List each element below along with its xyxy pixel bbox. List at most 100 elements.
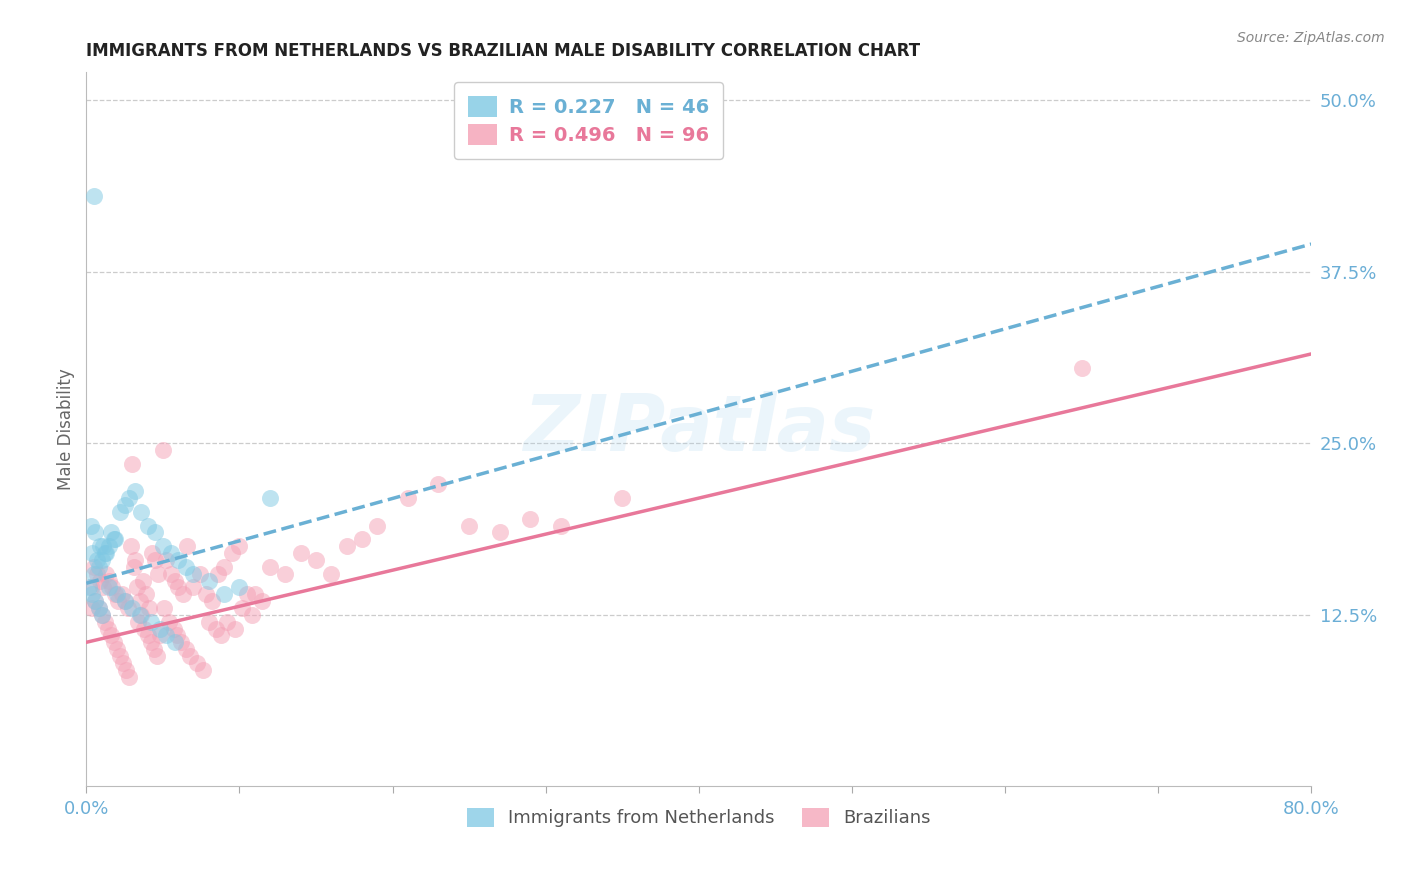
Point [221,546,243,560]
Point [290,546,312,560]
Point [194,587,217,601]
Point [135,587,157,601]
Point [82,546,104,560]
Point [153,601,176,615]
Point [458,518,481,533]
Point [86,553,108,567]
Point [80,518,103,533]
Point [166,628,188,642]
Point [83,566,105,581]
Point [148,566,170,581]
Point [139,615,162,629]
Point [104,533,127,547]
Point [519,512,541,526]
Point [396,491,419,505]
Point [114,594,136,608]
Point [107,594,129,608]
Point [152,539,174,553]
Point [117,601,139,615]
Point [228,580,250,594]
Point [143,553,166,567]
Point [127,615,149,629]
Point [174,642,197,657]
Point [139,635,162,649]
Point [191,663,214,677]
Point [90,553,112,567]
Text: Source: ZipAtlas.com: Source: ZipAtlas.com [1237,31,1385,45]
Point [124,553,146,567]
Point [84,594,107,608]
Point [100,628,122,642]
Point [124,484,146,499]
Point [167,553,190,567]
Point [212,587,235,601]
Point [104,587,127,601]
Point [550,518,572,533]
Point [136,518,159,533]
Point [100,525,122,540]
Point [165,635,187,649]
Point [612,491,634,505]
Point [98,539,121,553]
Point [231,601,253,615]
Point [212,559,235,574]
Point [217,615,239,629]
Point [149,622,172,636]
Point [87,559,110,574]
Point [128,607,150,622]
Point [149,628,172,642]
Point [118,670,141,684]
Point [87,601,110,615]
Point [105,587,128,601]
Point [252,594,274,608]
Point [183,580,205,594]
Point [142,642,165,657]
Y-axis label: Male Disability: Male Disability [58,368,75,491]
Point [125,580,148,594]
Point [201,594,224,608]
Point [174,559,197,574]
Point [1070,360,1092,375]
Point [274,566,297,581]
Point [205,622,228,636]
Point [84,525,107,540]
Point [172,587,194,601]
Point [143,525,166,540]
Point [134,622,156,636]
Point [141,546,163,560]
Legend: Immigrants from Netherlands, Brazilians: Immigrants from Netherlands, Brazilians [460,801,938,835]
Point [259,559,281,574]
Point [145,648,167,663]
Point [96,546,118,560]
Point [243,587,266,601]
Point [427,477,450,491]
Point [305,553,328,567]
Point [236,587,259,601]
Point [488,525,510,540]
Point [79,580,101,594]
Point [82,601,104,615]
Point [91,580,114,594]
Point [128,594,150,608]
Point [176,539,198,553]
Point [82,587,104,601]
Point [159,546,181,560]
Point [167,580,190,594]
Point [97,622,120,636]
Point [93,546,115,560]
Point [90,607,112,622]
Point [155,628,177,642]
Point [83,559,105,574]
Point [108,648,131,663]
Point [155,553,177,567]
Point [165,574,187,588]
Point [90,607,112,622]
Point [321,566,343,581]
Point [131,505,153,519]
Point [110,587,132,601]
Point [157,615,180,629]
Point [89,574,111,588]
Point [89,539,111,553]
Point [228,539,250,553]
Point [108,505,131,519]
